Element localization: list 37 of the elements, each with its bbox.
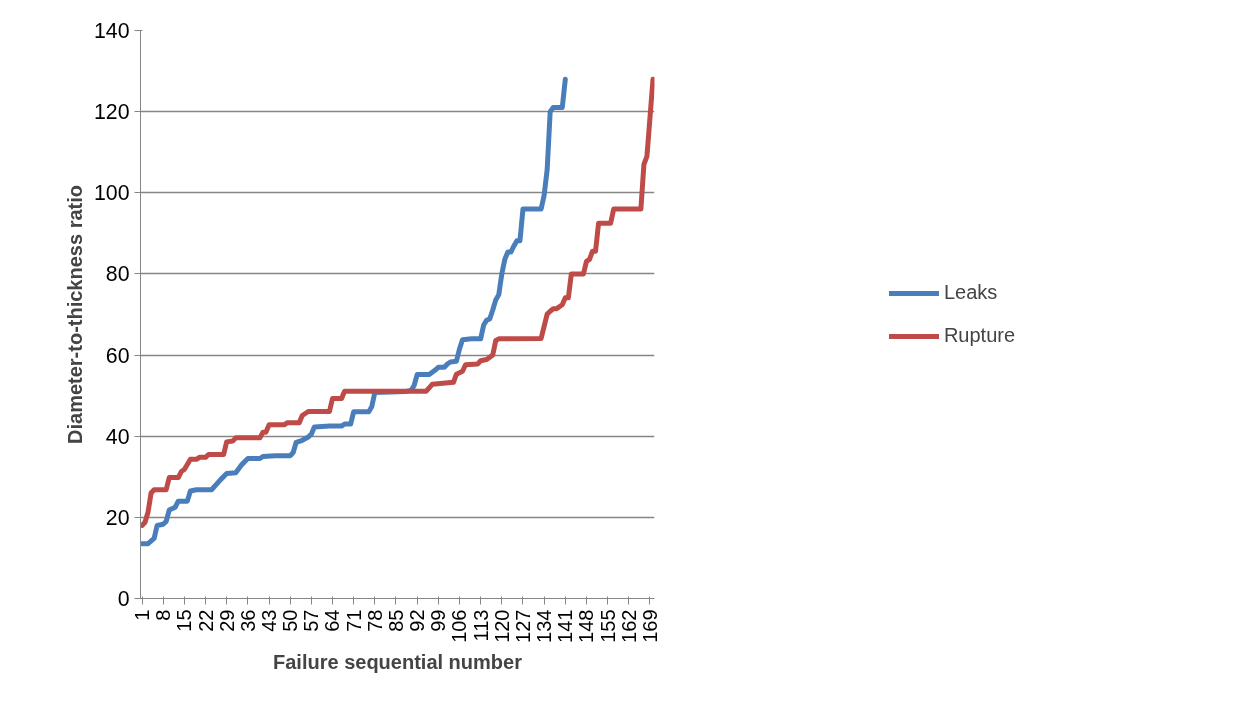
x-tick-label: 22 xyxy=(194,609,217,632)
x-tick-label: 71 xyxy=(342,609,365,632)
x-tick-label: 106 xyxy=(448,609,471,643)
x-tick-label: 113 xyxy=(469,609,492,642)
x-tick-label: 36 xyxy=(236,609,259,632)
x-tick-label: 57 xyxy=(300,609,323,632)
x-tick-label: 127 xyxy=(511,609,534,643)
x-tick-label: 50 xyxy=(279,609,302,632)
y-axis-title: Diameter-to-thickness ratio xyxy=(63,185,86,444)
x-tick-label: 134 xyxy=(533,609,556,643)
y-tick-label: 140 xyxy=(93,19,130,43)
x-tick-label: 8 xyxy=(152,609,175,621)
x-tick-label: 78 xyxy=(363,609,386,632)
x-axis-title: Failure sequential number xyxy=(273,650,523,673)
legend-label: Leaks xyxy=(943,281,998,304)
y-tick-label: 40 xyxy=(105,424,130,449)
y-tick-label: 20 xyxy=(105,505,130,530)
x-tick-label: 155 xyxy=(596,609,619,643)
x-tick-label: 43 xyxy=(258,609,280,632)
y-tick-label: 100 xyxy=(93,181,130,206)
x-tick-label: 99 xyxy=(427,609,450,632)
x-tick-label: 85 xyxy=(384,609,407,632)
y-tick-label: 0 xyxy=(117,587,130,611)
x-tick-label: 29 xyxy=(215,609,238,632)
x-tick-label: 15 xyxy=(173,609,196,632)
x-tick-label: 92 xyxy=(406,609,429,632)
x-tick-label: 120 xyxy=(490,609,513,643)
x-tick-label: 169 xyxy=(638,609,661,643)
legend-label: Rupture xyxy=(943,324,1016,347)
x-tick-label: 148 xyxy=(575,609,598,643)
x-tick-label: 141 xyxy=(554,609,577,643)
x-tick-label: 64 xyxy=(321,609,344,632)
y-tick-label: 120 xyxy=(93,100,130,125)
x-tick-label: 162 xyxy=(617,609,640,643)
x-tick-label: 1 xyxy=(131,609,154,621)
y-tick-label: 60 xyxy=(105,343,130,368)
y-tick-label: 80 xyxy=(105,262,130,287)
